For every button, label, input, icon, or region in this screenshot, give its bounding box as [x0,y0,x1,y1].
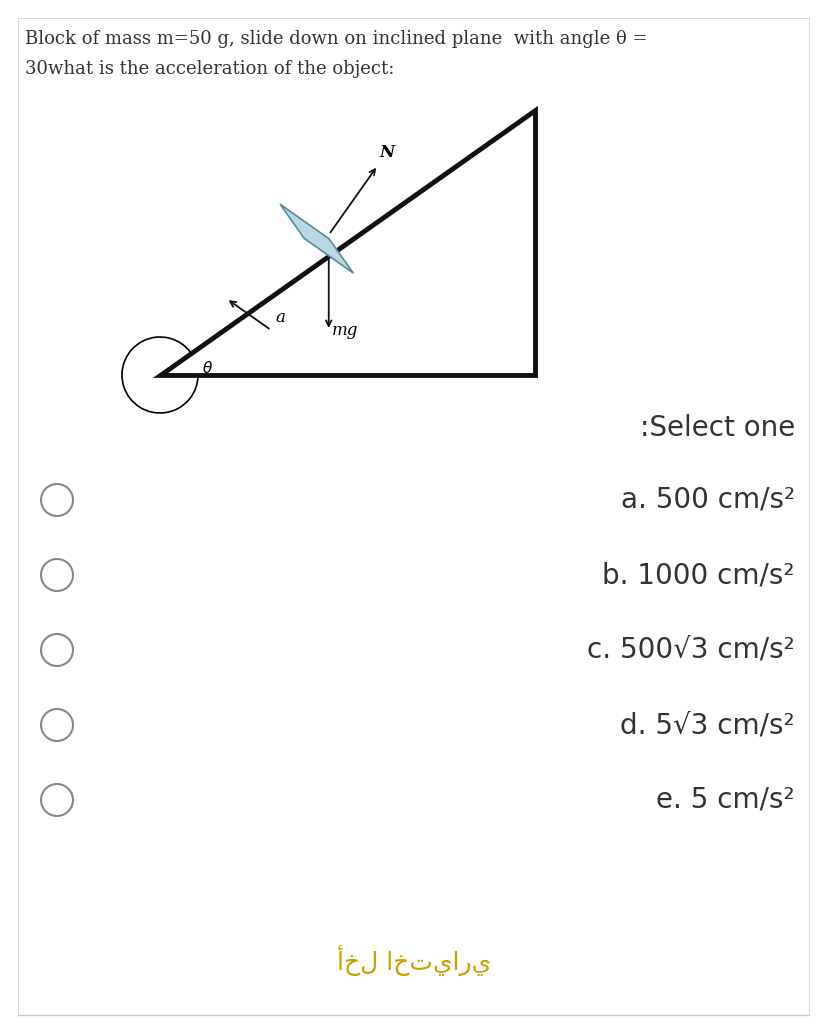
Text: :Select one: :Select one [640,414,795,442]
Text: أخل اختياري: أخل اختياري [337,944,491,975]
Text: 30what is the acceleration of the object:: 30what is the acceleration of the object… [25,60,394,78]
Text: d. 5√3 cm/s²: d. 5√3 cm/s² [620,711,795,739]
Text: e. 5 cm/s²: e. 5 cm/s² [657,786,795,814]
Text: b. 1000 cm/s²: b. 1000 cm/s² [603,561,795,589]
Text: c. 500√3 cm/s²: c. 500√3 cm/s² [587,636,795,664]
Text: a. 500 cm/s²: a. 500 cm/s² [621,486,795,514]
Text: N: N [380,144,395,161]
Polygon shape [160,110,535,375]
Text: mg: mg [332,322,358,339]
Text: a: a [275,309,285,326]
Text: Block of mass m=50 g, slide down on inclined plane  with angle θ =: Block of mass m=50 g, slide down on incl… [25,30,648,48]
Text: $\theta$: $\theta$ [202,360,213,376]
Polygon shape [280,204,353,273]
